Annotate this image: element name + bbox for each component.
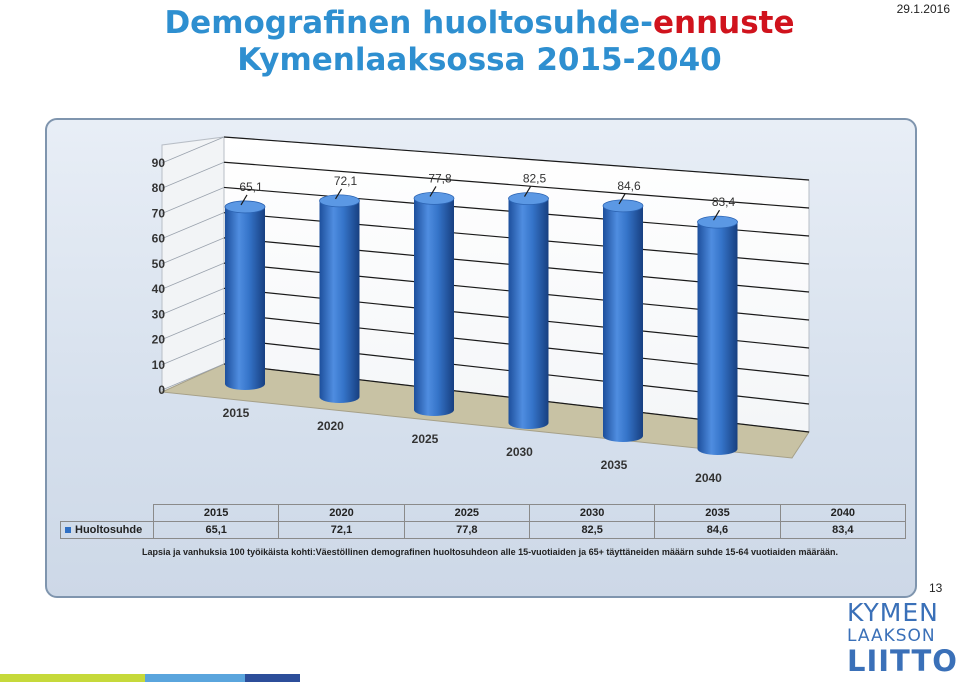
bar-top [508,192,549,205]
legend-key [65,527,71,534]
table-corner [60,504,154,522]
y-tick-label: 80 [152,181,166,195]
y-tick-label: 0 [158,383,165,397]
table-cell: 82,5 [528,521,656,539]
x-tick-label: 2020 [317,419,344,433]
y-tick-label: 10 [152,358,166,372]
gridline-side [161,237,225,265]
data-label-leader [618,193,626,205]
logo-line-3: LIITTO [847,644,958,678]
x-tick-label: 2025 [412,432,439,446]
data-label: 65,1 [239,180,263,194]
table-cell: 84,6 [654,521,781,539]
bar-top [224,200,266,214]
data-label-leader [240,194,248,206]
gridline-side [161,363,225,391]
bar-top [697,215,738,229]
table-col-header: 2015 [152,504,280,522]
table-cell: 72,1 [278,521,405,539]
title-part-1: Demografinen huoltosuhde- [164,5,653,41]
gridline-side [161,313,225,340]
data-label-leader [712,209,721,221]
x-tick-label: 2015 [223,406,250,420]
slide-title: Demografinen huoltosuhde-ennuste Kymenla… [0,4,959,78]
chart-note: Lapsia ja vanhuksia 100 työikäista kohti… [142,547,838,557]
bar-body [603,205,643,442]
gridline [223,136,810,181]
y-tick-label: 30 [152,307,166,321]
bar-top [413,191,455,205]
table-col-header: 2040 [779,504,907,522]
logo-line-1: KYMEN [847,598,939,627]
table-cell: 77,8 [403,521,530,539]
data-table: 2015 2020 2025 2030 2035 2040 Huoltosuhd… [60,504,907,539]
gridline-side [161,161,225,189]
y-tick-label: 70 [152,206,166,220]
x-tick-label: 2040 [695,471,722,485]
data-label: 83,4 [712,195,736,209]
data-label-leader [429,186,437,197]
bar-body [319,200,360,403]
data-label: 77,8 [428,171,452,185]
y-tick-label: 40 [152,282,166,296]
data-label-leader [523,186,532,197]
gridline-side [161,262,225,290]
bar-body [414,198,454,416]
table-col-header: 2030 [528,504,656,522]
bar-top [319,194,360,208]
page-number: 13 [929,581,943,595]
gridline-side [161,212,225,240]
slide-date: 29.1.2016 [896,2,950,16]
table-header-row: 2015 2020 2025 2030 2035 2040 [60,504,907,522]
y-tick-label: 90 [152,156,166,170]
chart-svg: 010203040506070809065,1201572,1202077,82… [152,136,810,485]
legend-label: Huoltosuhde [75,524,143,536]
footer-bar-lightblue [145,674,245,682]
x-tick-label: 2030 [506,445,533,459]
table-col-header: 2025 [403,504,530,522]
table-col-header: 2035 [654,504,781,522]
title-line-1: Demografinen huoltosuhde-ennuste [0,4,959,42]
data-label: 84,6 [617,179,641,193]
kymenlaakson-liitto-logo: KYMEN LAAKSON LIITTO [847,600,957,685]
bar-body [225,206,265,390]
gridline-side [161,338,225,366]
x-tick-label: 2035 [601,458,628,472]
gridline-side [161,287,225,315]
data-label: 72,1 [334,174,358,188]
y-tick-label: 20 [152,333,166,347]
footer-bar-green [0,674,145,682]
data-label-leader [334,188,343,200]
gridline-side [161,187,225,214]
gridline-side [161,136,225,164]
title-line-2: Kymenlaaksossa 2015-2040 [237,42,722,78]
bar-body [508,198,549,429]
data-label: 82,5 [523,172,547,186]
table-row-header: Huoltosuhde [60,521,154,539]
y-tick-label: 60 [152,232,166,246]
footer-bar-darkblue [245,674,300,682]
title-part-red: ennuste [653,5,795,41]
bar-body [697,222,738,455]
footer-color-bar [0,674,300,682]
bar-top [602,199,644,213]
y-tick-label: 50 [152,257,166,271]
table-row: Huoltosuhde 65,1 72,1 77,8 82,5 84,6 83,… [60,521,907,539]
gridline [223,161,810,209]
table-cell: 65,1 [152,521,280,539]
logo-line-2: LAAKSON [847,626,936,646]
table-cell: 83,4 [779,521,907,539]
table-col-header: 2020 [278,504,405,522]
